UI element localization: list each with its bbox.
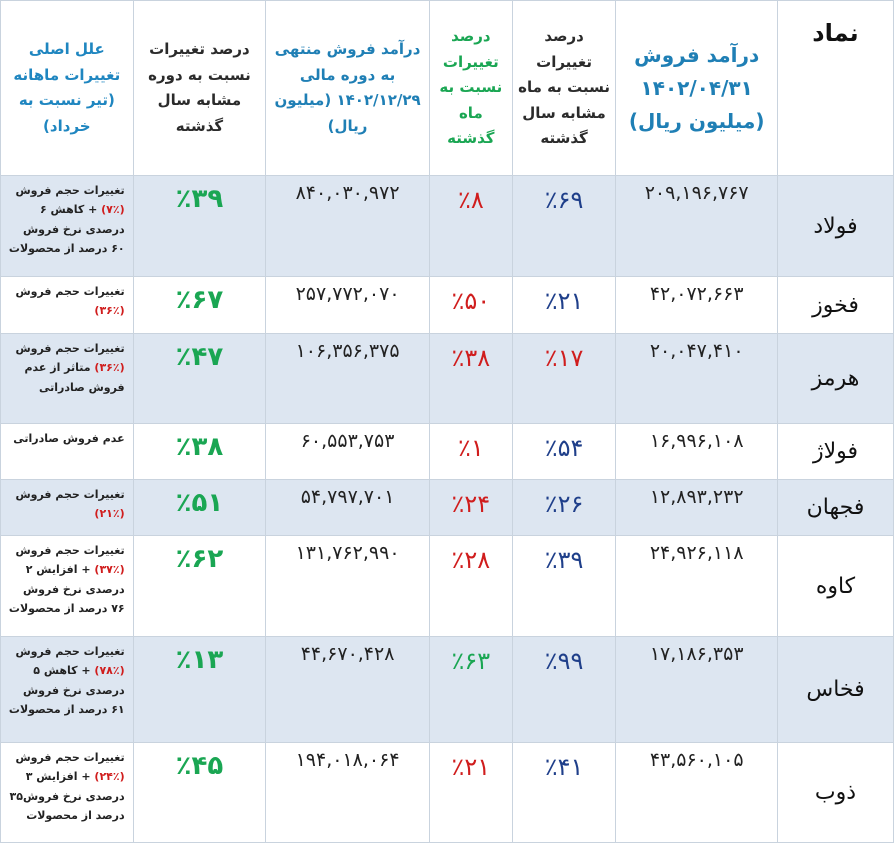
header-fy-change: درصد تغییرات نسبت به دوره مشابه سال گذشت… [132,0,267,176]
fy-change-cell: ٪۶۲ [132,535,267,637]
symbol-cell: فجهان [776,479,894,536]
table-row: فجهان ۱۲,۸۹۳,۲۳۲ ٪۲۶ ٪۲۴ ۵۴,۷۹۷,۷۰۱ ٪۵۱ تغییرا… [0,479,894,536]
fy-revenue-cell: ۸۴۰,۰۳۰,۹۷۲ [265,175,430,277]
header-revenue: درآمد فروش ۱۴۰۲/۰۴/۳۱ (میلیون ریال) [615,0,778,176]
reason-highlight: (٪۳۶) [94,361,125,375]
fy-change-cell: ٪۳۹ [132,175,267,277]
revenue-cell: ۱۷,۱۸۶,۳۵۳ [615,636,778,743]
symbol-cell: هرمز [776,333,894,424]
reason-cell: تغییرات حجم فروش (٪۳۶) [0,276,134,334]
reason-text: تغییرات حجم فروش [15,488,125,501]
mom-cell: ٪۱ [428,423,513,480]
revenue-cell: ۱۲,۸۹۳,۲۳۲ [615,479,778,536]
reason-cell: تغییرات حجم فروش (٪۷۸) + کاهش ۵ درصدی نر… [0,636,134,743]
mom-cell: ٪۸ [428,175,513,277]
fy-change-cell: ٪۴۵ [132,742,267,843]
symbol-cell: کاوه [776,535,894,637]
fy-revenue-cell: ۵۴,۷۹۷,۷۰۱ [265,479,430,536]
reason-detail: + افزایش ۲ درصدی نرخ فروش ۷۶ درصد از محص… [8,563,125,615]
header-symbol: نماد [776,0,894,176]
reason-cell: عدم فروش صادراتی [0,423,134,480]
yoy-cell: ٪۲۶ [511,479,617,536]
table-row: فخوز ۴۲,۰۷۲,۶۶۳ ٪۲۱ ٪۵۰ ۲۵۷,۷۷۲,۰۷۰ ٪۶۷ تغییرا… [0,276,894,334]
fy-revenue-cell: ۲۵۷,۷۷۲,۰۷۰ [265,276,430,334]
revenue-cell: ۴۳,۵۶۰,۱۰۵ [615,742,778,843]
reason-highlight: (٪۳۶) [94,304,125,318]
reason-text: تغییرات حجم فروش [15,342,125,355]
mom-cell: ٪۲۱ [428,742,513,843]
revenue-cell: ۴۲,۰۷۲,۶۶۳ [615,276,778,334]
mom-cell: ٪۶۳ [428,636,513,743]
yoy-cell: ٪۱۷ [511,333,617,424]
reason-text: تغییرات حجم فروش [15,751,125,764]
fy-revenue-cell: ۶۰,۵۵۳,۷۵۳ [265,423,430,480]
reason-text: عدم فروش صادراتی [13,432,125,445]
reason-highlight: (٪۲۱) [94,507,125,521]
header-mom: درصد تغییرات نسبت به ماه گذشته [428,0,513,176]
reason-text: تغییرات حجم فروش [15,645,125,658]
header-row: نماد درآمد فروش ۱۴۰۲/۰۴/۳۱ (میلیون ریال)… [0,0,894,176]
reason-cell: تغییرات حجم فروش (٪۷) + کاهش ۶ درصدی نرخ… [0,175,134,277]
mom-cell: ٪۲۸ [428,535,513,637]
reason-cell: تغییرات حجم فروش (٪۲۴) + افزایش ۳ درصدی … [0,742,134,843]
fy-revenue-cell: ۱۰۶,۳۵۶,۳۷۵ [265,333,430,424]
reason-detail: + کاهش ۶ درصدی نرخ فروش ۶۰ درصد از محصول… [8,203,125,255]
yoy-cell: ٪۲۱ [511,276,617,334]
reason-cell: تغییرات حجم فروش (٪۳۷) + افزایش ۲ درصدی … [0,535,134,637]
symbol-cell: فولاژ [776,423,894,480]
fy-change-cell: ٪۵۱ [132,479,267,536]
header-yoy: درصد تغییرات نسبت به ماه مشابه سال گذشته [511,0,617,176]
reason-highlight: (٪۳۷) [94,563,125,577]
symbol-cell: فخاس [776,636,894,743]
table-row: فولاژ ۱۶,۹۹۶,۱۰۸ ٪۵۴ ٪۱ ۶۰,۵۵۳,۷۵۳ ٪۳۸ عدم فرو… [0,423,894,480]
reason-highlight: (٪۷۸) [94,664,125,678]
reason-detail: + کاهش ۵ درصدی نرخ فروش ۶۱ درصد از محصول… [8,664,125,716]
table-row: کاوه ۲۴,۹۲۶,۱۱۸ ٪۳۹ ٪۲۸ ۱۳۱,۷۶۲,۹۹۰ ٪۶۲ تغییرا… [0,535,894,637]
header-reasons: علل اصلی تغییرات ماهانه (تیر نسبت به خرد… [0,0,134,176]
mom-cell: ٪۵۰ [428,276,513,334]
table-row: فخاس ۱۷,۱۸۶,۳۵۳ ٪۹۹ ٪۶۳ ۴۴,۶۷۰,۴۲۸ ٪۱۳ تغییرات… [0,636,894,743]
revenue-cell: ۲۴,۹۲۶,۱۱۸ [615,535,778,637]
reason-detail: + افزایش ۳ درصدی نرخ فروش۳۵ درصد از محصو… [9,770,125,822]
revenue-cell: ۲۰۹,۱۹۶,۷۶۷ [615,175,778,277]
revenue-cell: ۱۶,۹۹۶,۱۰۸ [615,423,778,480]
reason-cell: تغییرات حجم فروش (٪۳۶) متاثر از عدم فروش… [0,333,134,424]
reason-highlight: (٪۷) [101,203,125,217]
reason-text: تغییرات حجم فروش [15,544,125,557]
reason-highlight: (٪۲۴) [94,770,125,784]
revenue-cell: ۲۰,۰۴۷,۴۱۰ [615,333,778,424]
reason-text: تغییرات حجم فروش [15,184,125,197]
fy-revenue-cell: ۱۹۴,۰۱۸,۰۶۴ [265,742,430,843]
yoy-cell: ٪۳۹ [511,535,617,637]
fy-change-cell: ٪۱۳ [132,636,267,743]
table-row: هرمز ۲۰,۰۴۷,۴۱۰ ٪۱۷ ٪۳۸ ۱۰۶,۳۵۶,۳۷۵ ٪۴۷ تغییرا… [0,333,894,424]
fy-change-cell: ٪۶۷ [132,276,267,334]
reason-detail: متاثر از عدم فروش صادراتی [24,361,125,394]
symbol-cell: فخوز [776,276,894,334]
yoy-cell: ٪۵۴ [511,423,617,480]
fy-revenue-cell: ۴۴,۶۷۰,۴۲۸ [265,636,430,743]
reason-text: تغییرات حجم فروش [15,285,125,298]
yoy-cell: ٪۶۹ [511,175,617,277]
yoy-cell: ٪۴۱ [511,742,617,843]
mom-cell: ٪۲۴ [428,479,513,536]
reason-cell: تغییرات حجم فروش (٪۲۱) [0,479,134,536]
table-row: ذوب ۴۳,۵۶۰,۱۰۵ ٪۴۱ ٪۲۱ ۱۹۴,۰۱۸,۰۶۴ ٪۴۵ تغییرات… [0,742,894,843]
symbol-cell: فولاد [776,175,894,277]
header-fy-revenue: درآمد فروش منتهی به دوره مالی ۱۴۰۲/۱۲/۲۹… [265,0,430,176]
yoy-cell: ٪۹۹ [511,636,617,743]
fy-change-cell: ٪۳۸ [132,423,267,480]
mom-cell: ٪۳۸ [428,333,513,424]
fy-revenue-cell: ۱۳۱,۷۶۲,۹۹۰ [265,535,430,637]
symbol-cell: ذوب [776,742,894,843]
table-row: فولاد ۲۰۹,۱۹۶,۷۶۷ ٪۶۹ ٪۸ ۸۴۰,۰۳۰,۹۷۲ ٪۳۹ تغییر… [0,175,894,277]
fy-change-cell: ٪۴۷ [132,333,267,424]
